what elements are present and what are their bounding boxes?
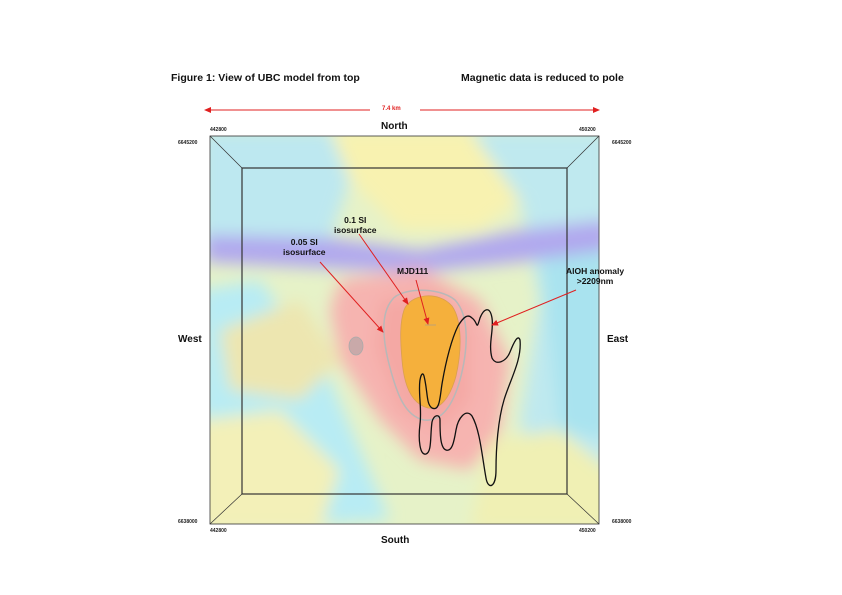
arrow-aloh (491, 289, 577, 326)
north-label: North (381, 121, 408, 132)
distance-label: 7.4 km (382, 106, 401, 112)
iso-005-label-line2: isosurface (283, 247, 326, 257)
drillhole-label: MJD111 (397, 266, 429, 276)
aloh-anomaly-outline (418, 309, 521, 487)
coord-top-left: 442800 (210, 127, 227, 133)
west-label: West (178, 334, 202, 345)
small-anomaly (348, 336, 364, 356)
iso-01-label-line1: 0.1 SI (344, 215, 367, 225)
magnetic-map (210, 136, 599, 524)
south-label: South (381, 535, 410, 546)
isosurface-005-outline (383, 289, 467, 421)
iso-01-label-line2: isosurface (334, 225, 377, 235)
arrow-iso-005 (319, 261, 384, 333)
arrow-mjd111 (415, 279, 430, 325)
aloh-label-line1: AlOH anomaly (566, 266, 625, 276)
coord-left-top: 6645200 (178, 140, 198, 146)
iso-01-label: 0.1 SI isosurface (334, 215, 377, 235)
arrow-iso-01 (358, 233, 409, 305)
coord-right-bottom: 6638000 (612, 519, 632, 525)
coord-bottom-right: 450200 (579, 528, 596, 534)
coord-right-top: 6645200 (612, 140, 632, 146)
east-label: East (607, 334, 629, 345)
figure-title: Figure 1: View of UBC model from top (171, 72, 360, 84)
figure-subtitle: Magnetic data is reduced to pole (461, 72, 624, 84)
coord-bottom-left: 442800 (210, 528, 227, 534)
iso-005-label-line1: 0.05 SI (290, 237, 318, 247)
coord-left-bottom: 6638000 (178, 519, 198, 525)
aloh-label-line2: >2209nm (576, 276, 614, 286)
aloh-label: AlOH anomaly >2209nm (566, 266, 624, 286)
iso-005-label: 0.05 SI isosurface (283, 237, 326, 257)
model-box-frame (209, 135, 600, 525)
coord-top-right: 450200 (579, 127, 596, 133)
isosurface-01 (400, 295, 461, 409)
